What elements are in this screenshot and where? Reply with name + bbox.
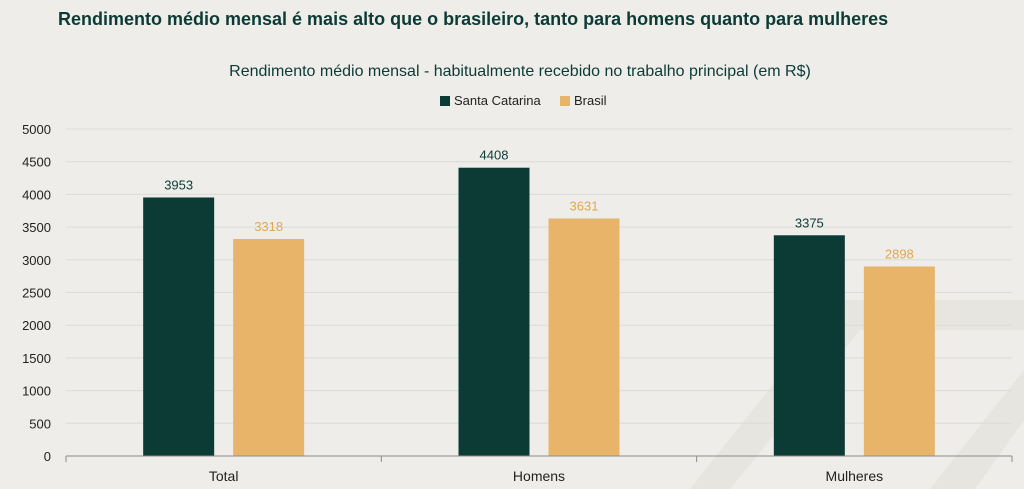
data-label: 3631 xyxy=(570,199,599,214)
y-axis: 0 500 1000 1500 2000 2500 3000 3500 4000 4500 5000 xyxy=(22,122,51,464)
legend-label: Brasil xyxy=(574,93,607,108)
data-label: 2898 xyxy=(885,246,914,261)
y-tick-label: 1000 xyxy=(22,384,51,399)
bar-santa-catarina xyxy=(458,167,530,456)
bar-brasil xyxy=(548,218,620,456)
chart-title: Rendimento médio mensal - habitualmente … xyxy=(229,63,811,80)
y-tick-label: 4000 xyxy=(22,187,51,202)
gridlines xyxy=(66,128,1012,424)
data-label: 3953 xyxy=(164,177,193,192)
bar-brasil xyxy=(233,239,305,456)
y-tick-label: 2500 xyxy=(22,286,51,301)
watermark-logo xyxy=(690,300,1024,489)
y-tick-label: 0 xyxy=(44,449,51,464)
legend-label: Santa Catarina xyxy=(454,93,541,108)
bars: 3953 3318 4408 3631 3375 2898 xyxy=(143,148,935,456)
bar-brasil xyxy=(863,266,935,456)
legend-swatch xyxy=(560,96,570,106)
page-headline: Rendimento médio mensal é mais alto que … xyxy=(58,9,889,29)
y-tick-label: 2000 xyxy=(22,318,51,333)
x-category-label: Homens xyxy=(513,468,565,484)
y-tick-label: 5000 xyxy=(22,122,51,137)
data-label: 3375 xyxy=(795,215,824,230)
chart-legend: Santa Catarina Brasil xyxy=(440,93,607,108)
y-tick-label: 3500 xyxy=(22,220,51,235)
x-category-label: Mulheres xyxy=(826,468,884,484)
legend-swatch xyxy=(440,96,450,106)
y-tick-label: 4500 xyxy=(22,155,51,170)
bar-santa-catarina xyxy=(143,197,215,456)
data-label: 4408 xyxy=(480,148,509,163)
y-tick-label: 500 xyxy=(29,416,51,431)
y-tick-label: 1500 xyxy=(22,351,51,366)
watermark-shape xyxy=(930,370,1024,489)
x-axis: Total Homens Mulheres xyxy=(65,455,1013,484)
data-label: 3318 xyxy=(254,219,283,234)
bar-santa-catarina xyxy=(773,235,845,456)
y-tick-label: 3000 xyxy=(22,253,51,268)
watermark-shape xyxy=(690,300,1024,489)
x-category-label: Total xyxy=(209,468,239,484)
